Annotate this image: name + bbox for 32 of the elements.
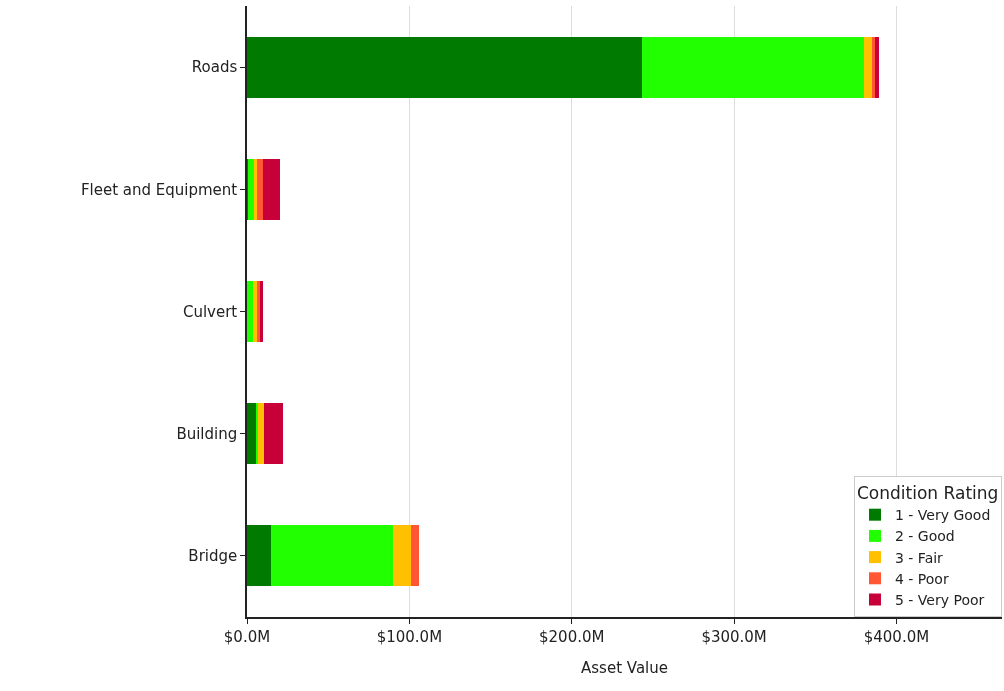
bar — [270, 525, 393, 587]
bar — [641, 36, 864, 98]
y-tick-label: Bridge — [188, 547, 238, 566]
x-tick-label: $0.0M — [223, 627, 271, 646]
bar — [262, 158, 280, 220]
y-tick-label: Roads — [191, 58, 238, 77]
bar — [247, 158, 254, 220]
x-axis-title: Asset Value — [581, 658, 668, 677]
bar — [863, 36, 873, 98]
y-tick-label: Culvert — [182, 302, 238, 321]
bar — [392, 525, 412, 587]
y-tick-label: Building — [176, 424, 238, 443]
bar — [256, 158, 263, 220]
bar — [247, 280, 254, 343]
x-tick-label: $300.0M — [701, 627, 767, 646]
bar — [411, 525, 419, 587]
legend-label: 5 - Very Poor — [895, 591, 985, 608]
legend-label: 4 - Poor — [895, 570, 949, 587]
bar — [247, 36, 642, 98]
bar — [253, 158, 257, 220]
x-tick-label: $200.0M — [539, 627, 605, 646]
y-tick-label: Fleet and Equipment — [80, 180, 238, 199]
bar — [257, 403, 265, 465]
x-tick-label: $100.0M — [376, 627, 443, 646]
legend-label: 3 - Fair — [895, 549, 944, 566]
bar — [264, 403, 283, 465]
bar — [872, 36, 875, 98]
legend-label: 2 - Good — [895, 528, 955, 545]
bar — [247, 525, 271, 587]
legend-title: Condition Rating — [857, 483, 999, 504]
x-tick-label: $400.0M — [863, 627, 930, 646]
legend-label: 1 - Very Good — [895, 507, 991, 524]
